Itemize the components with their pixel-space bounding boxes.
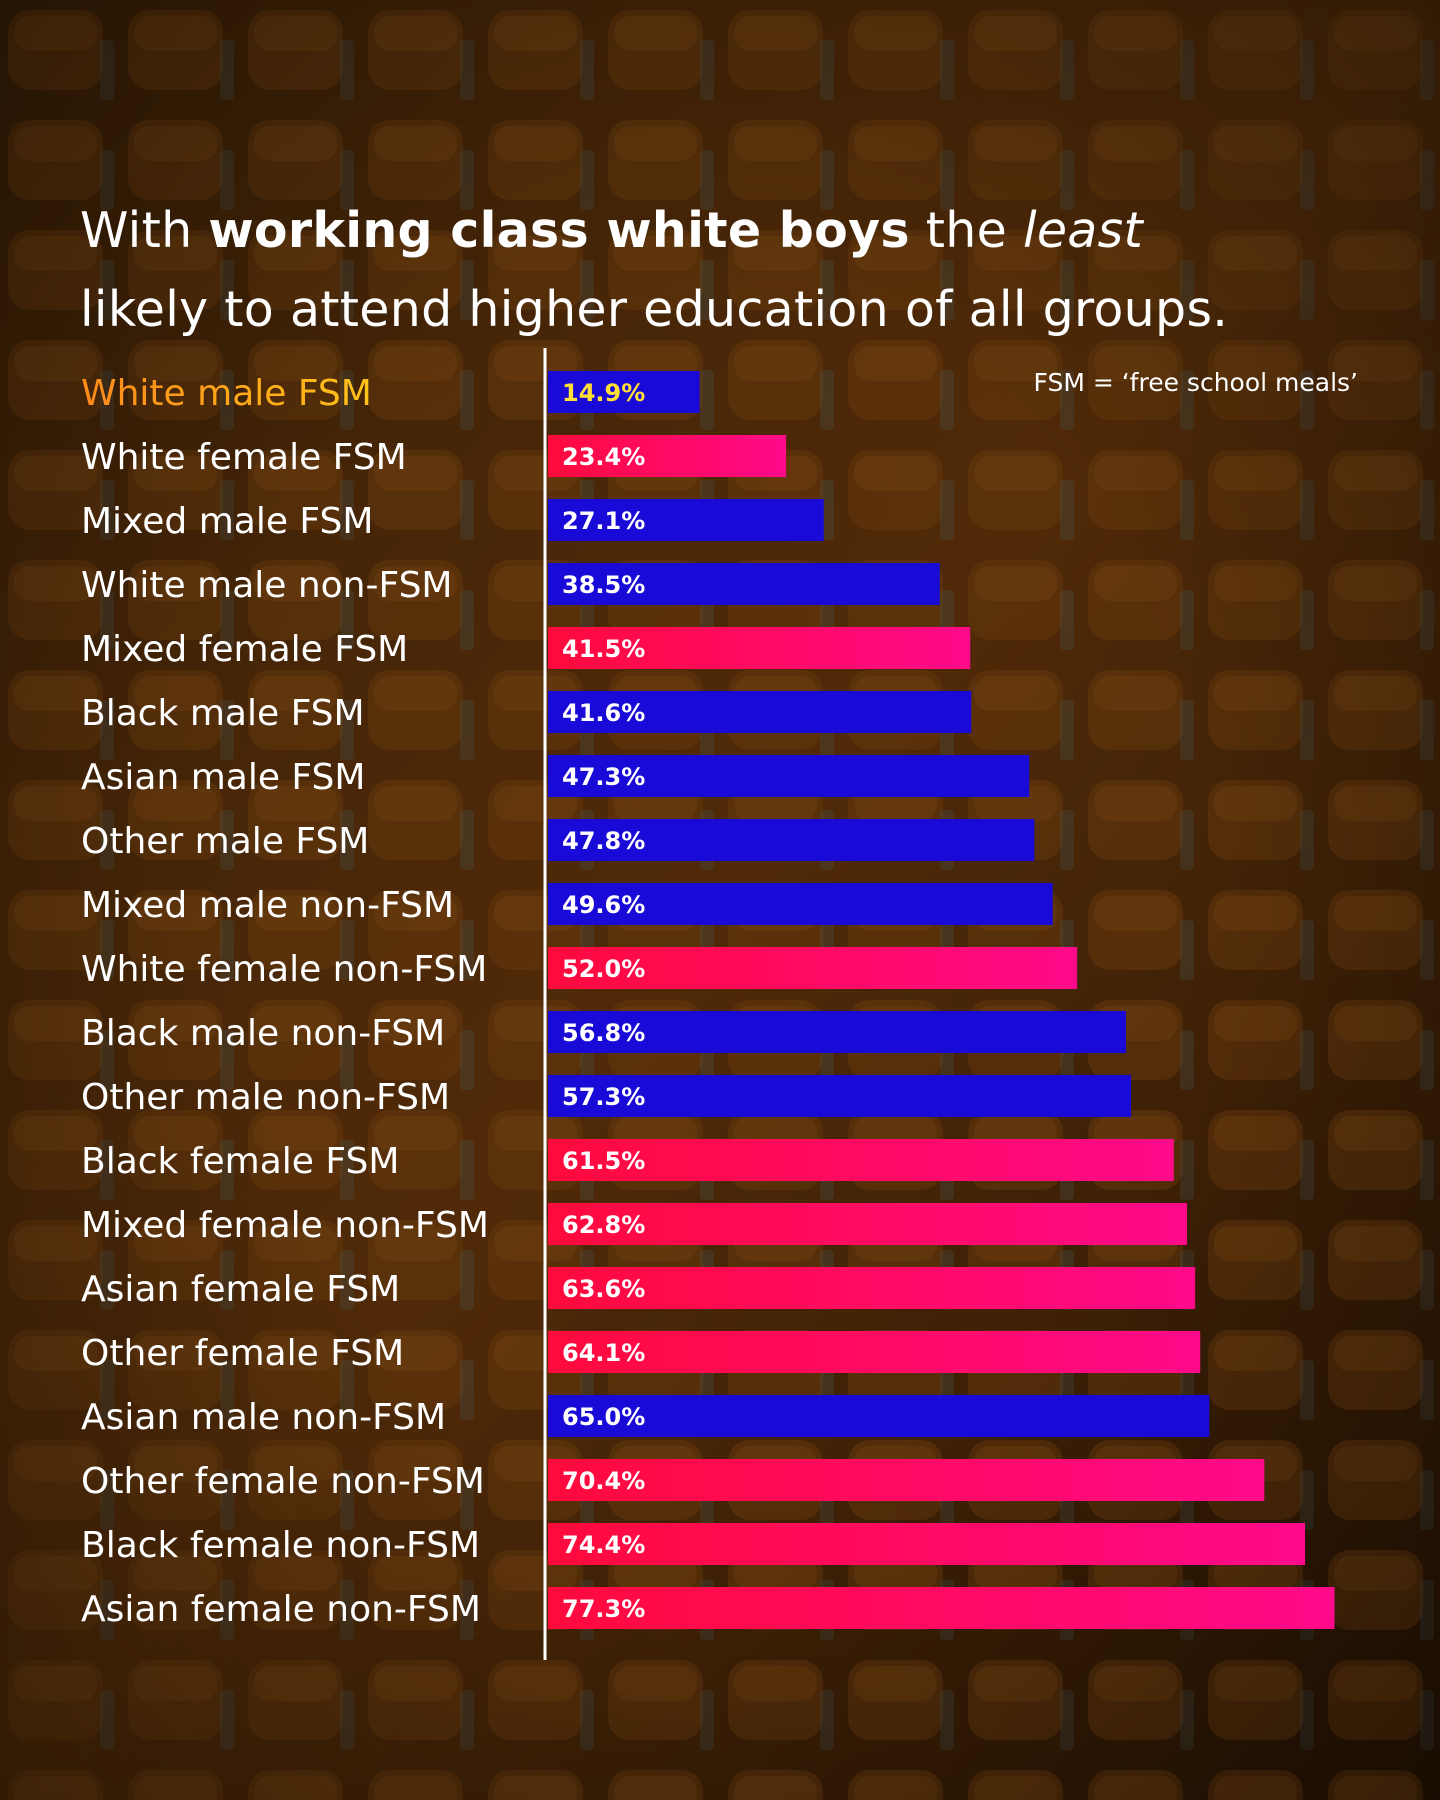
category-label-black-female-non-fsm: Black female non-FSM — [81, 1525, 480, 1566]
value-label-white-male-non-fsm: 38.5% — [562, 571, 645, 599]
value-label-mixed-male-non-fsm: 49.6% — [562, 891, 645, 919]
category-label-mixed-female-non-fsm: Mixed female non-FSM — [81, 1205, 489, 1246]
value-label-black-female-non-fsm: 74.4% — [562, 1531, 645, 1559]
bar-asian-male-non-fsm — [548, 1395, 1210, 1437]
bar-white-female-fsm — [548, 435, 787, 477]
category-label-asian-female-non-fsm: Asian female non-FSM — [81, 1589, 481, 1630]
bar-white-female-non-fsm — [548, 947, 1078, 989]
value-label-asian-female-non-fsm: 77.3% — [562, 1595, 645, 1623]
title-emphasis: working class white boys — [208, 201, 910, 259]
category-label-white-male-fsm: White male FSM — [81, 373, 372, 414]
chart-title: With working class white boys the least l… — [80, 191, 1380, 349]
category-label-mixed-male-non-fsm: Mixed male non-FSM — [81, 885, 454, 926]
bar-asian-male-fsm — [548, 755, 1030, 797]
category-label-mixed-female-fsm: Mixed female FSM — [81, 629, 408, 670]
category-label-other-male-non-fsm: Other male non-FSM — [81, 1077, 450, 1118]
category-label-asian-male-non-fsm: Asian male non-FSM — [81, 1397, 446, 1438]
value-label-other-male-non-fsm: 57.3% — [562, 1083, 645, 1111]
bar-other-female-non-fsm — [548, 1459, 1265, 1501]
category-label-white-female-non-fsm: White female non-FSM — [81, 949, 487, 990]
category-label-black-male-non-fsm: Black male non-FSM — [81, 1013, 445, 1054]
bar-other-male-fsm — [548, 819, 1035, 861]
bar-mixed-female-fsm — [548, 627, 971, 669]
bar-black-male-non-fsm — [548, 1011, 1126, 1053]
bar-mixed-female-non-fsm — [548, 1203, 1187, 1245]
value-label-black-male-non-fsm: 56.8% — [562, 1019, 645, 1047]
value-label-asian-male-fsm: 47.3% — [562, 763, 645, 791]
category-label-mixed-male-fsm: Mixed male FSM — [81, 501, 373, 542]
title-line-2: likely to attend higher education of all… — [80, 280, 1229, 338]
value-label-other-female-non-fsm: 70.4% — [562, 1467, 645, 1495]
category-label-other-female-fsm: Other female FSM — [81, 1333, 404, 1374]
value-label-asian-male-non-fsm: 65.0% — [562, 1403, 645, 1431]
value-label-other-female-fsm: 64.1% — [562, 1339, 645, 1367]
category-label-black-male-fsm: Black male FSM — [81, 693, 365, 734]
value-label-white-female-non-fsm: 52.0% — [562, 955, 645, 983]
category-label-other-male-fsm: Other male FSM — [81, 821, 369, 862]
category-label-white-male-non-fsm: White male non-FSM — [81, 565, 452, 606]
bar-asian-female-fsm — [548, 1267, 1196, 1309]
value-label-black-female-fsm: 61.5% — [562, 1147, 645, 1175]
category-label-asian-male-fsm: Asian male FSM — [81, 757, 365, 798]
bar-black-female-fsm — [548, 1139, 1174, 1181]
value-label-mixed-female-non-fsm: 62.8% — [562, 1211, 645, 1239]
bar-other-male-non-fsm — [548, 1075, 1132, 1117]
bar-asian-female-non-fsm — [548, 1587, 1335, 1629]
value-label-white-female-fsm: 23.4% — [562, 443, 645, 471]
title-italic: least — [1022, 201, 1143, 259]
bar-mixed-male-fsm — [548, 499, 824, 541]
value-label-mixed-female-fsm: 41.5% — [562, 635, 645, 663]
bar-black-male-fsm — [548, 691, 972, 733]
bar-black-female-non-fsm — [548, 1523, 1306, 1565]
fsm-footnote: FSM = ‘free school meals’ — [1033, 368, 1358, 397]
bar-mixed-male-non-fsm — [548, 883, 1053, 925]
bar-white-male-non-fsm — [548, 563, 940, 605]
category-label-white-female-fsm: White female FSM — [81, 437, 407, 478]
bar-other-female-fsm — [548, 1331, 1201, 1373]
category-label-asian-female-fsm: Asian female FSM — [81, 1269, 400, 1310]
title-part-1: With — [80, 201, 209, 259]
value-label-mixed-male-fsm: 27.1% — [562, 507, 645, 535]
category-label-other-female-non-fsm: Other female non-FSM — [81, 1461, 485, 1502]
value-label-asian-female-fsm: 63.6% — [562, 1275, 645, 1303]
value-label-black-male-fsm: 41.6% — [562, 699, 645, 727]
value-label-other-male-fsm: 47.8% — [562, 827, 645, 855]
category-label-black-female-fsm: Black female FSM — [81, 1141, 399, 1182]
bar-white-male-fsm — [548, 371, 700, 413]
value-label-white-male-fsm: 14.9% — [562, 379, 645, 407]
title-part-3: the — [909, 201, 1023, 259]
